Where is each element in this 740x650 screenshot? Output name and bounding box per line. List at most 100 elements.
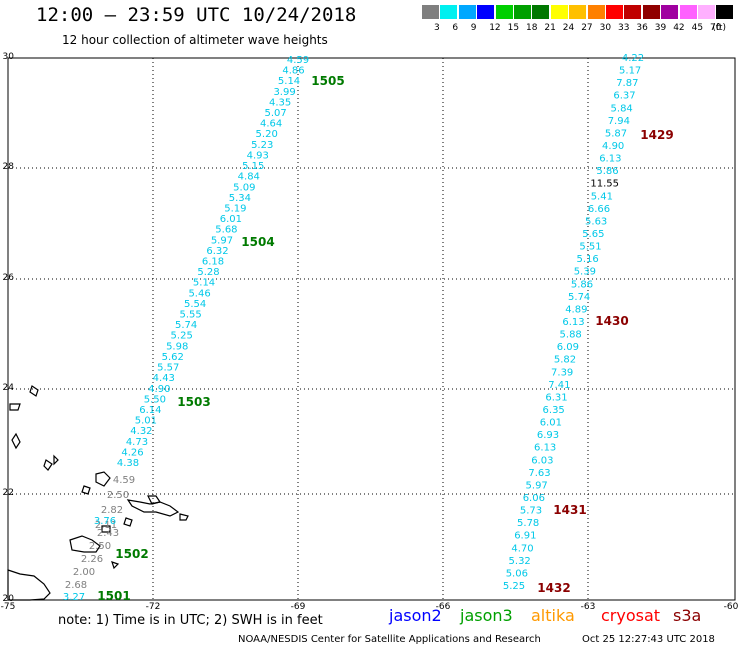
legend-swatch: [458, 5, 476, 19]
latitude-label: 24: [2, 383, 14, 393]
swh-value: 4.26: [121, 447, 143, 458]
swh-value: 5.25: [503, 581, 525, 592]
latitude-label: 22: [2, 488, 14, 498]
swh-value: 5.34: [229, 193, 251, 204]
longitude-label: -75: [0, 602, 16, 612]
swh-value: 4.93: [247, 150, 269, 161]
legend-tick-label: 39: [654, 23, 667, 33]
swh-value: 6.09: [557, 342, 579, 353]
swh-value: 6.91: [514, 531, 536, 542]
swh-value: 5.51: [579, 242, 601, 253]
legend-tick-label: 21: [544, 23, 556, 33]
pass-label: 1432: [537, 581, 570, 595]
swh-value: 4.43: [153, 373, 175, 384]
swh-value: 5.55: [179, 310, 201, 321]
swh-value: 6.14: [139, 405, 161, 416]
swh-value: 5.09: [233, 182, 255, 193]
swh-value: 4.90: [148, 384, 170, 395]
swh-value: 5.84: [611, 103, 633, 114]
satellite-key-cryosat: cryosat: [601, 606, 661, 625]
swh-value: 4.73: [126, 437, 148, 448]
swh-value: 6.35: [543, 405, 565, 416]
satellite-key-altika: altika: [531, 606, 575, 625]
swh-value: 5.73: [520, 506, 542, 517]
longitude-label: -69: [290, 602, 306, 612]
legend-tick-label: 18: [526, 23, 538, 33]
swh-value: 6.01: [220, 214, 242, 225]
swh-value: 5.15: [242, 161, 264, 172]
swh-value: 11.55: [590, 179, 619, 190]
legend-swatch: [624, 5, 642, 19]
swh-value: 6.03: [531, 455, 553, 466]
swh-value: 2.26: [81, 554, 103, 565]
swh-value: 5.65: [582, 229, 604, 240]
swh-value: 2.82: [101, 505, 123, 516]
swh-value: 5.19: [224, 203, 246, 214]
coastline: [95, 471, 111, 487]
satellite-key-s3a: s3a: [673, 606, 702, 625]
swh-value: 5.50: [144, 394, 166, 405]
pass-label: 1503: [177, 395, 210, 409]
swh-value: 4.22: [622, 53, 644, 64]
coastline: [147, 495, 161, 505]
legend-swatch: [606, 5, 623, 19]
coastline: [179, 513, 189, 521]
swh-value: 4.64: [260, 119, 282, 130]
swh-value: 5.74: [175, 320, 197, 331]
swh-value: 7.39: [551, 367, 573, 378]
swh-value: 3.99: [273, 87, 295, 98]
swh-value: 5.17: [619, 66, 641, 77]
swh-value: 4.59: [113, 475, 135, 486]
legend-swatch: [679, 5, 697, 19]
latitude-label: 30: [2, 52, 14, 62]
swh-value: 5.97: [211, 235, 233, 246]
swh-value: 6.13: [599, 154, 621, 165]
legend-tick-label: 36: [636, 23, 648, 33]
swh-value: 5.23: [251, 140, 273, 151]
coastline: [69, 535, 101, 553]
map-frame: [7, 57, 736, 601]
latitude-label: 28: [2, 162, 14, 172]
swh-value: 7.41: [548, 380, 570, 391]
coastline: [29, 385, 39, 397]
legend-tick-label: 70: [710, 23, 722, 33]
swh-value: 3.27: [63, 592, 85, 603]
legend-swatch: [422, 5, 439, 19]
swh-value: 7.94: [608, 116, 630, 127]
coastline: [53, 454, 59, 466]
coastline: [101, 525, 111, 533]
legend-tick-label: 3: [434, 23, 440, 33]
legend-swatch: [477, 5, 495, 19]
latitude-label: 20: [2, 594, 14, 604]
satellite-key-jason3: jason3: [460, 606, 513, 625]
swh-value: 6.93: [537, 430, 559, 441]
legend-swatch: [514, 5, 531, 19]
pass-label: 1505: [311, 74, 344, 88]
swh-value: 4.59: [287, 55, 309, 66]
legend-swatch: [569, 5, 587, 19]
pass-label: 1502: [115, 547, 148, 561]
swh-value: 6.18: [202, 257, 224, 268]
swh-value: 6.13: [562, 317, 584, 328]
legend-swatch: [440, 5, 458, 19]
swh-value: 2.50: [89, 541, 111, 552]
coastline: [81, 485, 91, 495]
swh-value: 2.00: [73, 567, 95, 578]
coastline: [111, 561, 120, 570]
swh-value: 5.57: [157, 363, 179, 374]
legend-tick-label: 24: [562, 23, 575, 33]
longitude-label: -60: [723, 602, 739, 612]
swh-value: 5.01: [135, 416, 157, 427]
page-subtitle: 12 hour collection of altimeter wave hei…: [62, 33, 328, 47]
swh-value: 2.11: [95, 520, 117, 531]
longitude-label: -72: [145, 602, 161, 612]
legend-tick-label: (ft): [712, 23, 726, 33]
legend-tick-label: 45: [691, 23, 704, 33]
credit-line: NOAA/NESDIS Center for Satellite Applica…: [238, 634, 541, 645]
coastline: [11, 432, 21, 450]
swh-value: 5.62: [162, 352, 184, 363]
swh-value: 4.38: [117, 458, 139, 469]
swh-value: 5.14: [193, 278, 215, 289]
